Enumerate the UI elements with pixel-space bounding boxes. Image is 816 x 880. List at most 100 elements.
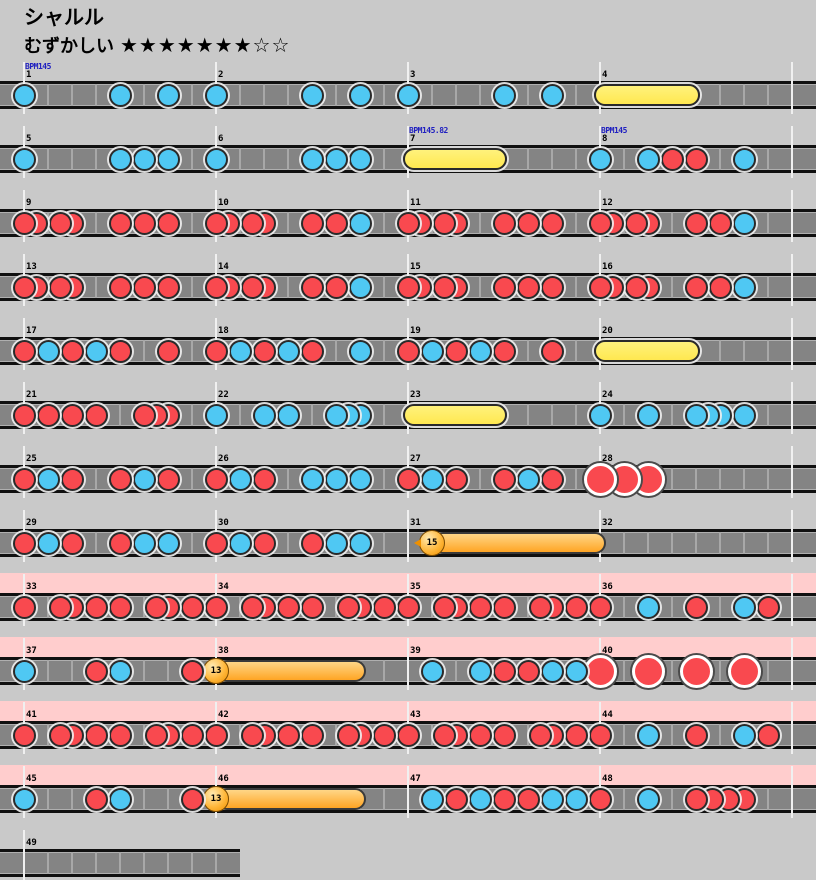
don-note bbox=[432, 275, 456, 299]
ka-note bbox=[636, 595, 660, 619]
big-don-note bbox=[679, 654, 713, 688]
beat-divider-line bbox=[719, 84, 721, 106]
beat-divider-line bbox=[287, 532, 289, 554]
beat-divider-line bbox=[431, 276, 433, 298]
beat-divider-line bbox=[623, 532, 625, 554]
don-note bbox=[108, 339, 132, 363]
beat-divider-line bbox=[479, 276, 481, 298]
don-note bbox=[204, 723, 228, 747]
don-note bbox=[180, 723, 204, 747]
beat-divider-line bbox=[527, 404, 529, 426]
beat-divider-line bbox=[719, 724, 721, 746]
beat-divider-line bbox=[95, 84, 97, 106]
beat-divider-line bbox=[119, 404, 121, 426]
don-note bbox=[684, 211, 708, 235]
don-note bbox=[588, 595, 612, 619]
don-note bbox=[180, 659, 204, 683]
measure-number: 30 bbox=[218, 518, 229, 528]
don-note bbox=[84, 659, 108, 683]
don-note bbox=[12, 211, 36, 235]
don-note bbox=[204, 595, 228, 619]
don-note bbox=[48, 595, 72, 619]
beat-divider-line bbox=[287, 148, 289, 170]
don-note bbox=[108, 211, 132, 235]
beat-divider-line bbox=[767, 84, 769, 106]
beat-divider-line bbox=[647, 532, 649, 554]
measure-number: 19 bbox=[410, 326, 421, 336]
beat-divider-line bbox=[671, 468, 673, 490]
beat-divider-line bbox=[335, 724, 337, 746]
beat-divider-line bbox=[623, 660, 625, 682]
ka-note bbox=[276, 403, 300, 427]
ka-note bbox=[108, 83, 132, 107]
difficulty-row: むずかしい ★★★★★★★☆☆ bbox=[24, 33, 290, 59]
don-note bbox=[432, 595, 456, 619]
beat-divider-line bbox=[527, 596, 529, 618]
drumroll-bar bbox=[403, 404, 507, 426]
ka-note bbox=[252, 403, 276, 427]
measure-number: 8 bbox=[602, 134, 608, 144]
don-note bbox=[492, 723, 516, 747]
beat-divider-line bbox=[671, 276, 673, 298]
ka-note bbox=[204, 83, 228, 107]
ka-note bbox=[636, 147, 660, 171]
don-note bbox=[300, 531, 324, 555]
beat-divider-line bbox=[719, 340, 721, 362]
don-note bbox=[132, 403, 156, 427]
don-note bbox=[528, 595, 552, 619]
beat-divider-line bbox=[287, 84, 289, 106]
measure-number: 5 bbox=[26, 134, 32, 144]
ka-note bbox=[732, 211, 756, 235]
ka-note bbox=[732, 723, 756, 747]
ka-note bbox=[348, 211, 372, 235]
beat-divider-line bbox=[47, 724, 49, 746]
beat-divider-line bbox=[671, 596, 673, 618]
measure-number: 35 bbox=[410, 582, 421, 592]
ka-note bbox=[516, 467, 540, 491]
don-note bbox=[684, 147, 708, 171]
don-note bbox=[372, 595, 396, 619]
measure-number: 38 bbox=[218, 646, 229, 656]
don-note bbox=[180, 595, 204, 619]
don-note bbox=[588, 723, 612, 747]
don-note bbox=[432, 211, 456, 235]
beat-divider-line bbox=[335, 84, 337, 106]
ka-note bbox=[108, 787, 132, 811]
beat-divider-line bbox=[143, 660, 145, 682]
beat-divider-line bbox=[383, 212, 385, 234]
beat-divider-line bbox=[671, 788, 673, 810]
ka-note bbox=[108, 147, 132, 171]
beat-divider-line bbox=[239, 84, 241, 106]
ka-note bbox=[204, 147, 228, 171]
don-note bbox=[240, 723, 264, 747]
beat-divider-line bbox=[479, 212, 481, 234]
beat-divider-line bbox=[143, 84, 145, 106]
balloon-bar bbox=[216, 660, 366, 682]
beat-divider-line bbox=[527, 724, 529, 746]
beat-divider-line bbox=[239, 212, 241, 234]
don-note bbox=[588, 211, 612, 235]
beat-divider-line bbox=[719, 148, 721, 170]
don-note bbox=[48, 211, 72, 235]
ka-note bbox=[396, 83, 420, 107]
don-note bbox=[12, 467, 36, 491]
beat-divider-line bbox=[671, 724, 673, 746]
don-note bbox=[396, 275, 420, 299]
don-note bbox=[84, 723, 108, 747]
beat-divider-line bbox=[623, 148, 625, 170]
beat-divider-line bbox=[71, 148, 73, 170]
beat-divider-line bbox=[335, 596, 337, 618]
beat-divider-line bbox=[383, 532, 385, 554]
ka-note bbox=[156, 531, 180, 555]
beat-divider-line bbox=[431, 724, 433, 746]
don-note bbox=[36, 403, 60, 427]
beat-divider-line bbox=[575, 148, 577, 170]
ka-note bbox=[732, 147, 756, 171]
beat-divider-line bbox=[239, 724, 241, 746]
ka-note bbox=[540, 787, 564, 811]
don-note bbox=[204, 211, 228, 235]
measure-number: 20 bbox=[602, 326, 613, 336]
beat-divider-line bbox=[47, 788, 49, 810]
ka-note bbox=[420, 787, 444, 811]
